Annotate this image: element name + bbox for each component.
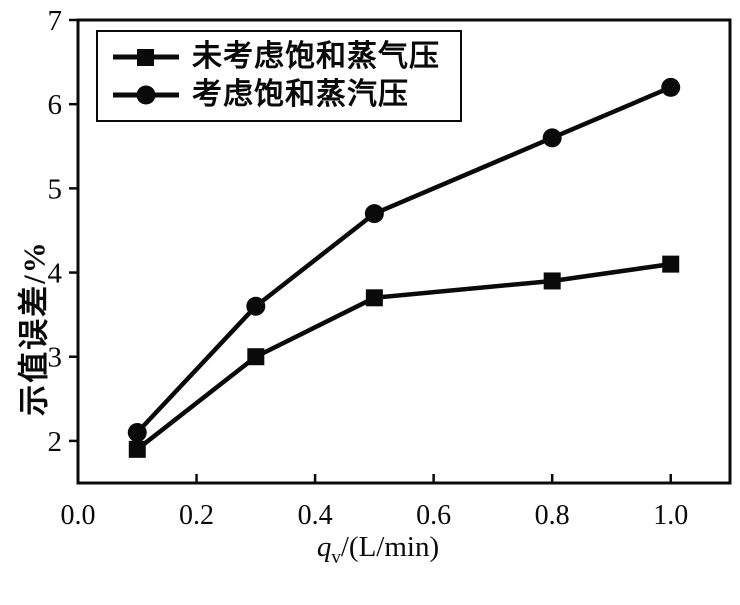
data-point-circle [542, 128, 562, 148]
legend-circle-marker-icon [113, 85, 179, 105]
y-tick-label: 6 [48, 89, 63, 121]
data-point-circle [246, 296, 266, 316]
x-tick-label: 0.8 [535, 500, 570, 531]
x-tick-label: 0.4 [298, 500, 333, 531]
data-point-square [247, 348, 265, 366]
x-tick-label: 0.2 [179, 500, 214, 531]
x-tick-label: 0.0 [61, 500, 96, 531]
data-point-square [662, 255, 680, 273]
plot-area-border [76, 18, 732, 485]
series-line-circle [135, 85, 672, 435]
x-tick-label: 1.0 [653, 500, 688, 531]
data-point-square [128, 440, 146, 458]
legend-label-saturation: 考虑饱和蒸汽压 [192, 78, 409, 111]
y-axis-label: 示值误差/% [16, 240, 52, 416]
legend-label-no-saturation: 未考虑饱和蒸气压 [192, 40, 440, 73]
chart-legend: 未考虑饱和蒸气压 考虑饱和蒸汽压 [96, 30, 462, 122]
data-point-square [543, 272, 561, 290]
x-tick-label: 0.6 [416, 500, 451, 531]
x-axis-label-subscript: v [331, 546, 341, 568]
data-point-circle [364, 204, 384, 224]
legend-entry-saturation: 考虑饱和蒸汽压 [112, 78, 440, 112]
y-tick-label: 3 [48, 342, 63, 374]
x-axis-label: qv/(L/min) [317, 531, 439, 569]
y-tick-label: 4 [48, 258, 63, 290]
y-tick-label: 7 [48, 5, 63, 37]
data-point-circle [127, 422, 147, 442]
x-axis-label-symbol: q [316, 531, 332, 563]
y-tick-label: 5 [48, 173, 63, 205]
series-line-square [135, 261, 672, 452]
legend-square-marker-icon [113, 49, 179, 66]
data-point-square [365, 289, 383, 307]
y-tick-label: 2 [48, 426, 63, 458]
x-axis-label-units: /(L/min) [340, 531, 440, 563]
data-point-circle [661, 77, 681, 97]
legend-entry-no-saturation: 未考虑饱和蒸气压 [112, 40, 440, 74]
